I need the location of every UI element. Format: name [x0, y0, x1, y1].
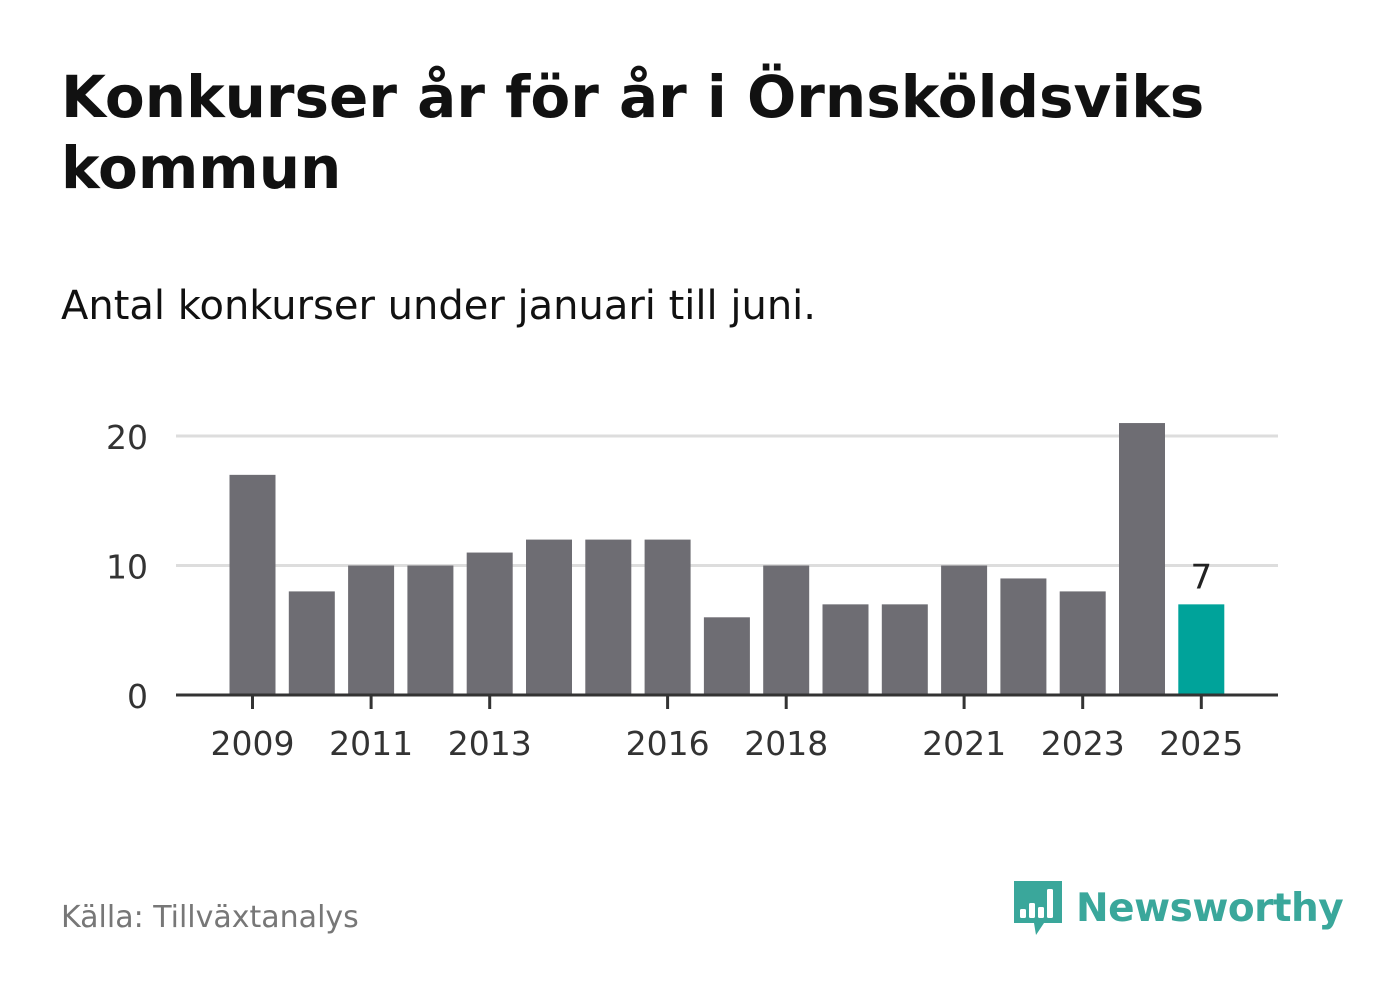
x-tick-label: 2023	[1041, 724, 1125, 763]
axes	[176, 693, 1278, 709]
bar	[407, 565, 454, 695]
bar-chart-speech-bubble-icon	[1014, 881, 1062, 935]
x-tick-label: 2021	[922, 724, 1006, 763]
bar	[348, 565, 395, 695]
brand-name: Newsworthy	[1076, 885, 1344, 931]
bar	[585, 539, 632, 695]
chart-subtitle: Antal konkurser under januari till juni.	[61, 283, 816, 329]
x-tick-label: 2016	[626, 724, 710, 763]
bar	[1000, 578, 1047, 695]
newsworthy-logo: Newsworthy	[1010, 877, 1344, 939]
bar	[1178, 604, 1225, 695]
bar	[703, 617, 750, 695]
bar	[466, 552, 513, 695]
x-tick-label: 2009	[211, 724, 295, 763]
y-tick-label: 20	[106, 418, 148, 457]
labels: 0 10 20 2009 2011 2013 2016 2018 2021 2023 2025 7	[106, 418, 1243, 763]
data-label: 7	[1190, 557, 1212, 597]
bar	[644, 539, 691, 695]
x-tick-label: 2011	[329, 724, 413, 763]
x-tick-label: 2018	[744, 724, 828, 763]
bar	[941, 565, 988, 695]
chart-title: Konkurser år för år i Örnsköldsviks komm…	[61, 63, 1205, 202]
y-tick-label: 0	[127, 677, 148, 716]
x-tick-label: 2013	[448, 724, 532, 763]
bar	[288, 591, 335, 695]
x-tick-label: 2025	[1159, 724, 1243, 763]
bars	[229, 423, 1225, 695]
bar	[763, 565, 810, 695]
bar	[229, 474, 276, 695]
bar	[881, 604, 928, 695]
bar	[526, 539, 572, 695]
bar	[1059, 591, 1106, 695]
bar-chart: 0 10 20 2009 2011 2013 2016 2018 2021 2023 2025 7	[106, 418, 1278, 763]
bar	[1119, 423, 1165, 695]
gridlines	[176, 434, 1278, 567]
y-tick-label: 10	[106, 548, 148, 587]
source-note: Källa: Tillväxtanalys	[61, 900, 359, 935]
bar	[822, 604, 869, 695]
